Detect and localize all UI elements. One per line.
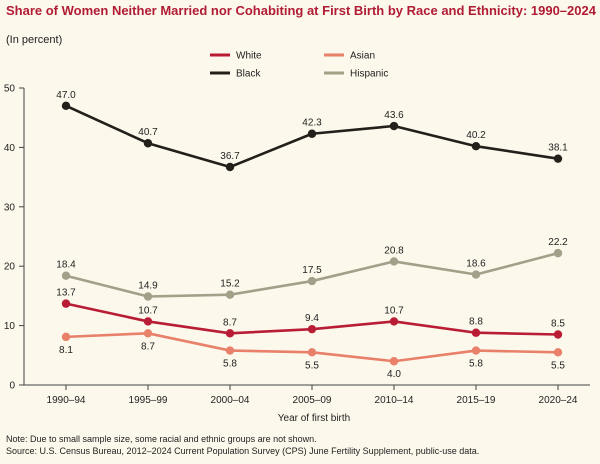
data-label-hispanic: 15.2 <box>220 279 240 290</box>
data-point-hispanic <box>307 276 317 286</box>
data-point-hispanic <box>553 248 563 258</box>
data-label-black: 43.6 <box>384 110 404 121</box>
data-point-asian <box>471 346 481 355</box>
legend-label-black: Black <box>236 69 261 80</box>
data-label-asian: 4.0 <box>387 369 401 380</box>
series-line-asian <box>65 332 559 363</box>
data-label-asian: 5.5 <box>305 360 319 371</box>
data-point-black <box>553 154 563 163</box>
data-point-white <box>225 329 235 338</box>
data-point-hispanic <box>61 271 71 280</box>
legend-label-hispanic: Hispanic <box>350 69 388 80</box>
data-point-black <box>471 142 481 151</box>
y-tick-label: 0 <box>9 381 15 392</box>
data-point-black <box>389 121 399 131</box>
data-label-asian: 5.5 <box>551 360 565 371</box>
data-label-asian: 5.8 <box>469 359 483 370</box>
data-label-white: 13.7 <box>56 288 76 299</box>
data-label-black: 38.1 <box>548 143 568 154</box>
data-point-white <box>307 324 317 334</box>
y-tick-label: 20 <box>4 262 16 273</box>
data-point-black <box>61 101 71 111</box>
data-label-black: 47.0 <box>56 90 76 101</box>
legend-label-asian: Asian <box>350 51 375 62</box>
data-label-white: 10.7 <box>384 305 404 316</box>
data-point-hispanic <box>143 292 153 301</box>
series-group: 13.7 10.7 8.7 9.4 10.7 8.8 8.5 47.0 40.7 36.7 42.3… <box>56 90 568 380</box>
data-label-hispanic: 20.8 <box>384 245 404 256</box>
source-text: Source: U.S. Census Bureau, 2012–2024 Cu… <box>6 446 480 456</box>
x-tick-label: 1990–94 <box>47 395 86 406</box>
data-label-white: 8.8 <box>469 317 483 328</box>
data-label-hispanic: 22.2 <box>548 237 568 248</box>
data-label-hispanic: 18.6 <box>466 259 486 270</box>
x-tick-label: 1995–99 <box>129 395 168 406</box>
data-label-hispanic: 17.5 <box>302 265 322 276</box>
x-tick-label: 2020–24 <box>539 395 578 406</box>
data-label-black: 40.2 <box>466 130 486 141</box>
x-tick-label: 2015–19 <box>457 395 496 406</box>
x-tick-label: 2000–04 <box>211 395 250 406</box>
y-tick-label: 10 <box>4 321 16 332</box>
chart-subtitle: (In percent) <box>6 34 63 46</box>
data-point-asian <box>225 346 235 355</box>
legend: White Asian Black Hispanic <box>210 51 388 80</box>
data-point-asian <box>553 348 563 357</box>
data-point-black <box>225 162 235 172</box>
x-tick-label: 2010–14 <box>375 395 414 406</box>
data-label-white: 8.7 <box>223 317 237 328</box>
data-point-hispanic <box>389 257 399 266</box>
footnotes: Note: Due to small sample size, some rac… <box>6 433 600 457</box>
data-point-white <box>61 299 71 308</box>
data-label-hispanic: 14.9 <box>138 280 158 291</box>
data-label-white: 10.7 <box>138 305 158 316</box>
note-text: Note: Due to small sample size, some rac… <box>6 434 317 444</box>
y-tick-label: 40 <box>4 143 16 154</box>
data-point-hispanic <box>471 270 481 279</box>
data-label-asian: 8.1 <box>59 345 73 356</box>
data-point-hispanic <box>225 290 235 299</box>
data-point-white <box>143 317 153 326</box>
x-tick-label: 2005–09 <box>293 395 332 406</box>
legend-label-white: White <box>236 51 262 62</box>
data-label-black: 42.3 <box>302 118 322 129</box>
data-label-black: 36.7 <box>220 151 240 162</box>
data-point-white <box>389 317 399 326</box>
data-point-black <box>143 139 153 148</box>
x-axis-label: Year of first birth <box>278 413 350 424</box>
data-point-asian <box>307 348 317 357</box>
y-tick-label: 50 <box>4 84 16 95</box>
data-label-white: 8.5 <box>551 319 565 330</box>
axes: 0 10 20 30 40 50 1990–94 1995–99 2000–04 2005–09 2… <box>4 84 590 406</box>
data-label-white: 9.4 <box>305 313 319 324</box>
data-point-white <box>553 330 563 339</box>
data-point-asian <box>143 329 153 338</box>
data-point-asian <box>389 357 399 366</box>
data-point-black <box>307 129 317 138</box>
data-label-black: 40.7 <box>138 127 158 138</box>
data-point-asian <box>61 332 71 342</box>
data-label-asian: 8.7 <box>141 341 155 352</box>
data-label-asian: 5.8 <box>223 359 237 370</box>
data-point-white <box>471 328 481 337</box>
data-label-hispanic: 18.4 <box>56 260 76 271</box>
y-tick-label: 30 <box>4 202 16 213</box>
chart-title: Share of Women Neither Married nor Cohab… <box>6 3 596 18</box>
